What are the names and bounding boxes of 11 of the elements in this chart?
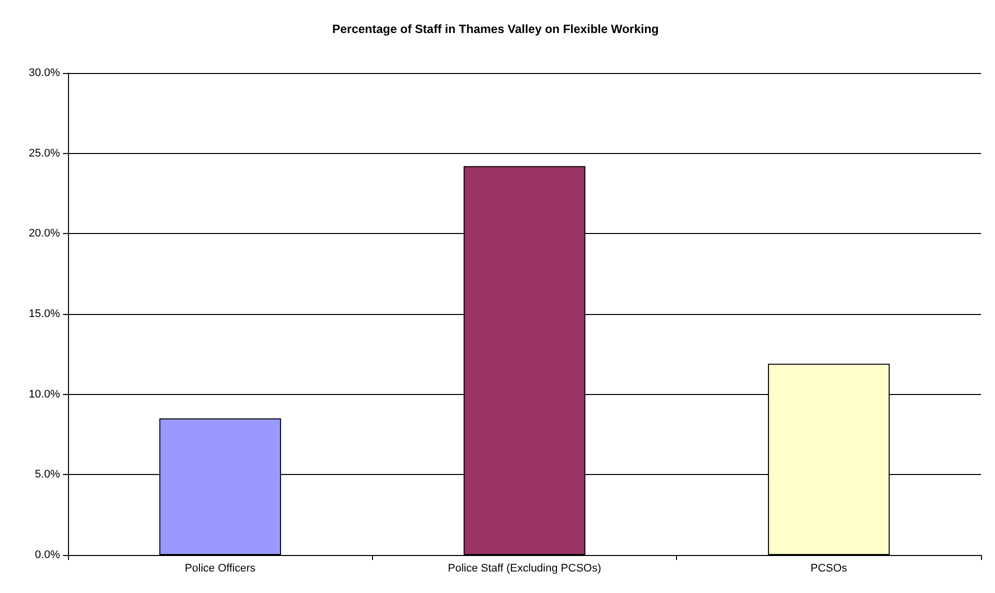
y-tick-label: 10.0%: [28, 388, 60, 400]
x-tick-label: PCSOs: [810, 562, 848, 574]
x-tick-label: Police Officers: [184, 562, 256, 574]
y-tick-label: 15.0%: [28, 308, 60, 320]
y-tick-label: 20.0%: [28, 228, 60, 240]
y-tick-label: 30.0%: [28, 67, 60, 79]
y-tick-label: 0.0%: [34, 549, 60, 561]
chart-title: Percentage of Staff in Thames Valley on Flexible Working: [332, 22, 659, 36]
y-tick-label: 5.0%: [34, 468, 60, 481]
y-tick-label: 25.0%: [28, 147, 60, 160]
x-tick-label: Police Staff (Excluding PCSOs): [448, 562, 602, 574]
